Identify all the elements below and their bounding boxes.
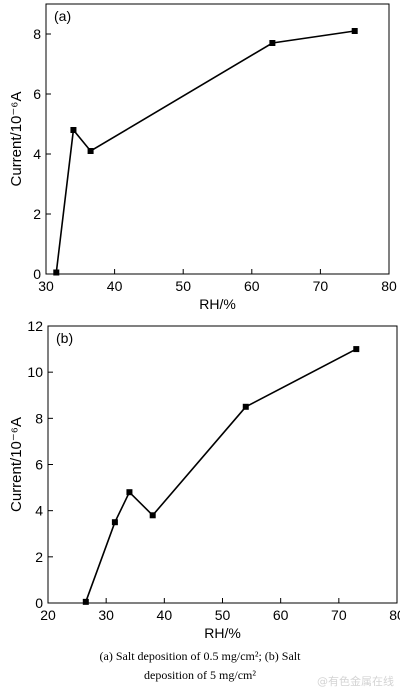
panel-b-x-tick-label: 50	[215, 607, 231, 623]
panel-b-y-tick-label: 4	[35, 503, 43, 519]
panel-b-data-point	[111, 519, 118, 526]
panel-b-y-tick-label: 8	[35, 410, 43, 426]
panel-b-x-tick-label: 20	[40, 607, 56, 623]
figure-caption-line-1: (a) Salt deposition of 0.5 mg/cm²; (b) S…	[99, 649, 301, 663]
panel-a-x-tick-label: 70	[313, 278, 329, 294]
panel-b-label: (b)	[56, 330, 73, 346]
panel-a-frame	[45, 3, 390, 275]
panel-b-x-axis-label: RH/%	[204, 625, 241, 641]
panel-a-x-axis-label: RH/%	[199, 296, 236, 312]
panel-a-data-point	[87, 148, 94, 154]
panel-b-x-tick-label: 60	[273, 607, 289, 623]
panel-b-x-tick-label: 30	[98, 607, 114, 623]
panel-b-data-point	[353, 346, 360, 353]
panel-a-series-line	[55, 30, 355, 273]
panel-a-data-point	[351, 28, 358, 34]
panel-b-series-line	[85, 348, 357, 603]
figure-caption-line-2: deposition of 5 mg/cm²	[144, 668, 256, 682]
panel-b-x-tick-label: 70	[331, 607, 347, 623]
panel-a-y-tick-label: 6	[33, 86, 41, 102]
panel-a-y-tick-label: 2	[33, 206, 41, 222]
panel-a-label: (a)	[54, 8, 71, 24]
panel-a-x-tick-label: 50	[175, 278, 191, 294]
panel-b-data-point	[126, 489, 133, 496]
panel-a-x-tick-label: 40	[107, 278, 123, 294]
panel-b-y-tick-label: 10	[27, 364, 43, 380]
panel-a-data-point	[70, 127, 77, 133]
panel-b-data-point	[242, 403, 249, 410]
panel-b-x-tick-label: 80	[389, 607, 400, 623]
panel-a-y-tick-label: 0	[33, 266, 41, 282]
panel-a-x-tick-label: 80	[381, 278, 397, 294]
panel-b-data-point	[149, 512, 156, 519]
panel-a-data-point	[269, 40, 276, 46]
panel-b-y-tick-label: 2	[35, 549, 43, 565]
panel-b-data-point	[82, 598, 89, 605]
panel-b-y-axis-label: Current/10⁻⁶A	[8, 417, 25, 512]
watermark: @有色金属在线	[317, 675, 394, 688]
panel-a-data-point	[53, 269, 60, 276]
panel-a-x-tick-label: 60	[244, 278, 260, 294]
panel-b-y-tick-label: 12	[27, 318, 43, 334]
panel-a-y-tick-label: 4	[33, 146, 41, 162]
panel-b-y-tick-label: 0	[35, 595, 43, 611]
panel-a-y-axis-label: Current/10⁻⁶A	[8, 92, 25, 187]
panel-b-y-tick-label: 6	[35, 457, 43, 473]
panel-a-y-tick-label: 8	[33, 26, 41, 42]
panel-a-x-tick-label: 30	[38, 278, 54, 294]
panel-b-x-tick-label: 40	[157, 607, 173, 623]
